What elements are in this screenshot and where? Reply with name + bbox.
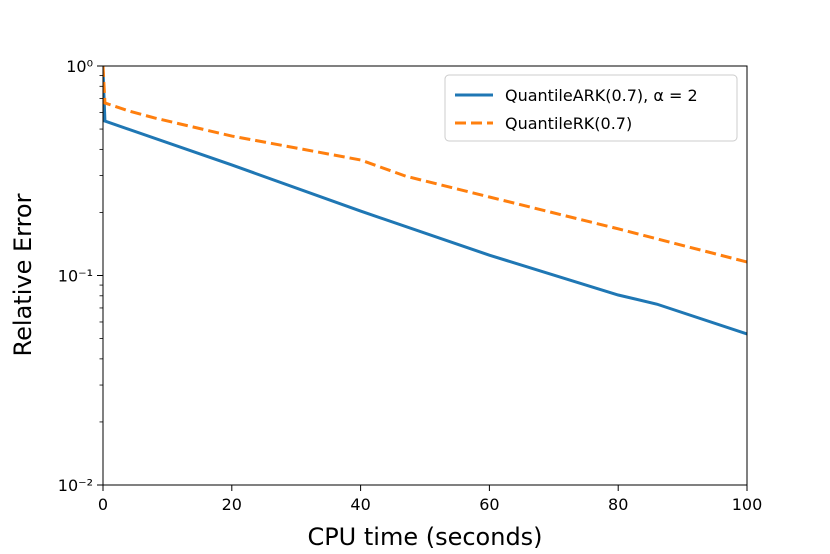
y-tick-label: 10⁻² [58,476,93,495]
x-tick-label: 20 [222,495,242,514]
legend-label: QuantileRK(0.7) [505,114,632,133]
legend-label: QuantileARK(0.7), α = 2 [505,86,698,105]
y-tick-label: 10⁰ [66,57,93,76]
y-tick-label: 10⁻¹ [58,267,93,286]
x-tick-label: 0 [98,495,108,514]
y-axis-label: Relative Error [9,193,37,356]
x-tick-label: 100 [732,495,763,514]
x-tick-label: 80 [608,495,628,514]
series-line [103,70,747,336]
x-tick-label: 60 [479,495,499,514]
legend-box [444,74,738,142]
series-line [103,66,747,264]
x-axis-label: CPU time (seconds) [307,523,542,551]
x-tick-label: 40 [350,495,370,514]
plot-frame [102,65,748,486]
